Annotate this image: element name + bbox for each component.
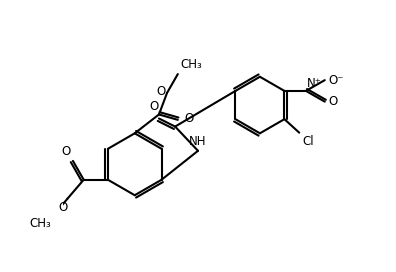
Text: O: O xyxy=(58,201,68,214)
Text: NH: NH xyxy=(189,135,207,148)
Text: O: O xyxy=(156,85,166,98)
Text: CH₃: CH₃ xyxy=(181,58,202,71)
Text: O: O xyxy=(61,145,70,158)
Text: O⁻: O⁻ xyxy=(329,74,345,87)
Text: O: O xyxy=(149,100,158,113)
Text: O: O xyxy=(329,95,338,108)
Text: Cl: Cl xyxy=(302,135,314,148)
Text: N⁺: N⁺ xyxy=(307,76,322,89)
Text: CH₃: CH₃ xyxy=(30,217,51,230)
Text: O: O xyxy=(185,112,194,125)
